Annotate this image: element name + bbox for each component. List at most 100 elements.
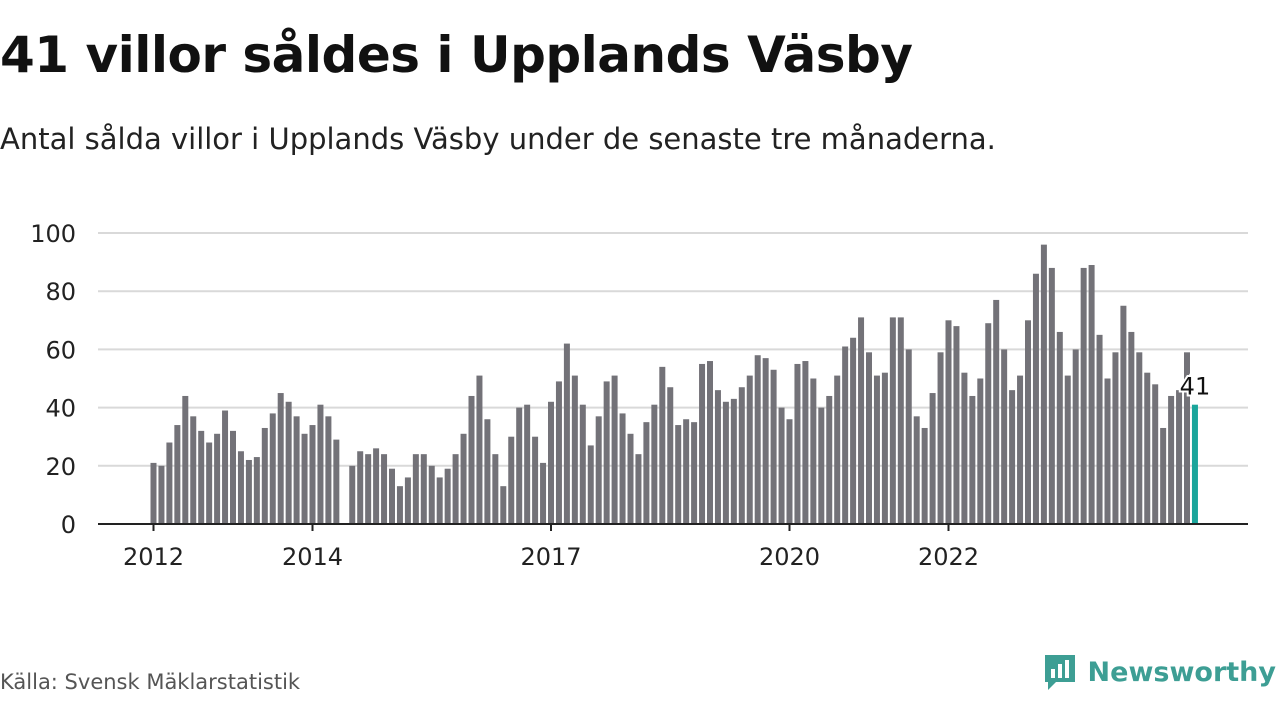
y-tick-label: 0 [61, 511, 76, 539]
bar [977, 378, 984, 524]
bar [460, 433, 467, 524]
bar [881, 372, 888, 524]
bar [333, 439, 340, 524]
bar [500, 486, 507, 524]
bar [993, 299, 1000, 524]
bar [349, 465, 356, 524]
bar [365, 454, 372, 524]
bar [1144, 372, 1151, 524]
brand-logo: Newsworthy [1042, 652, 1276, 692]
bar [222, 410, 229, 524]
bar [166, 442, 173, 524]
bar [412, 454, 419, 524]
bar [1088, 265, 1095, 524]
bars [150, 244, 1198, 524]
bar [253, 457, 260, 524]
bar [1120, 305, 1127, 524]
bar [1112, 352, 1119, 524]
bar [1184, 352, 1190, 524]
bar [619, 413, 626, 524]
bar [587, 445, 594, 524]
bar [230, 430, 236, 524]
x-axis-ticks: 2012 2014 2017 2020 2022 [123, 524, 979, 571]
newsworthy-logo-icon [1044, 655, 1075, 690]
x-tick-label: 2020 [759, 543, 820, 571]
bar [206, 442, 213, 524]
bar [198, 430, 205, 524]
bar [237, 451, 244, 524]
y-tick-label: 40 [45, 395, 76, 423]
bar [428, 465, 435, 524]
y-tick-label: 80 [45, 278, 76, 306]
bar [317, 404, 324, 524]
bar [325, 416, 332, 524]
bar [444, 468, 451, 524]
x-tick-label: 2014 [282, 543, 343, 571]
bar [905, 349, 912, 524]
bar [1017, 375, 1024, 524]
bar [961, 372, 968, 524]
bar [953, 326, 960, 524]
bar [214, 433, 221, 524]
bar [810, 378, 817, 524]
bar [738, 387, 745, 524]
bar [309, 425, 316, 524]
bar [858, 317, 865, 524]
bar [1136, 352, 1143, 524]
bar [643, 422, 650, 524]
bar [293, 416, 300, 524]
bar [190, 416, 197, 524]
bar [722, 401, 729, 524]
bar [563, 343, 570, 524]
bar [889, 317, 896, 524]
bar [635, 454, 642, 524]
bar [277, 393, 284, 524]
bar [985, 323, 992, 524]
bar [675, 425, 682, 524]
bar [937, 352, 944, 524]
bar [850, 337, 857, 524]
bar [420, 454, 427, 524]
bar [1176, 390, 1183, 524]
bar [158, 465, 165, 524]
bar [261, 427, 268, 524]
bar [508, 436, 515, 524]
bar [484, 419, 491, 524]
bar [1096, 334, 1103, 524]
bar [834, 375, 841, 524]
bar [1025, 320, 1031, 524]
bar [659, 366, 666, 524]
bar [468, 395, 475, 524]
bar [754, 355, 761, 524]
bar [1080, 267, 1087, 524]
bar [651, 404, 658, 524]
bar [1040, 244, 1047, 524]
y-tick-label: 60 [45, 336, 76, 364]
highlighted-bar [1191, 404, 1198, 524]
chart-title: 41 villor såldes i Upplands Väsby [0, 26, 913, 84]
bar [786, 419, 793, 524]
bar [1128, 331, 1135, 524]
bar [1001, 349, 1008, 524]
bar [269, 413, 276, 524]
bar [301, 433, 308, 524]
bar [730, 398, 737, 524]
chart-subtitle: Antal sålda villor i Upplands Väsby unde… [0, 122, 996, 156]
bar [357, 451, 364, 524]
bar [603, 381, 610, 524]
bar [285, 401, 292, 524]
highlight-data-label: 41 [1180, 373, 1211, 401]
source-note: Källa: Svensk Mäklarstatistik [0, 670, 301, 694]
bar [579, 404, 586, 524]
bar [532, 436, 539, 524]
bar [373, 448, 380, 524]
bar [1009, 390, 1016, 524]
bar [714, 390, 721, 524]
bar [540, 462, 547, 524]
bar [1152, 384, 1159, 524]
bar [762, 358, 769, 524]
bar [1032, 273, 1039, 524]
bar [770, 369, 777, 524]
bar [476, 375, 483, 524]
bar [548, 401, 554, 524]
